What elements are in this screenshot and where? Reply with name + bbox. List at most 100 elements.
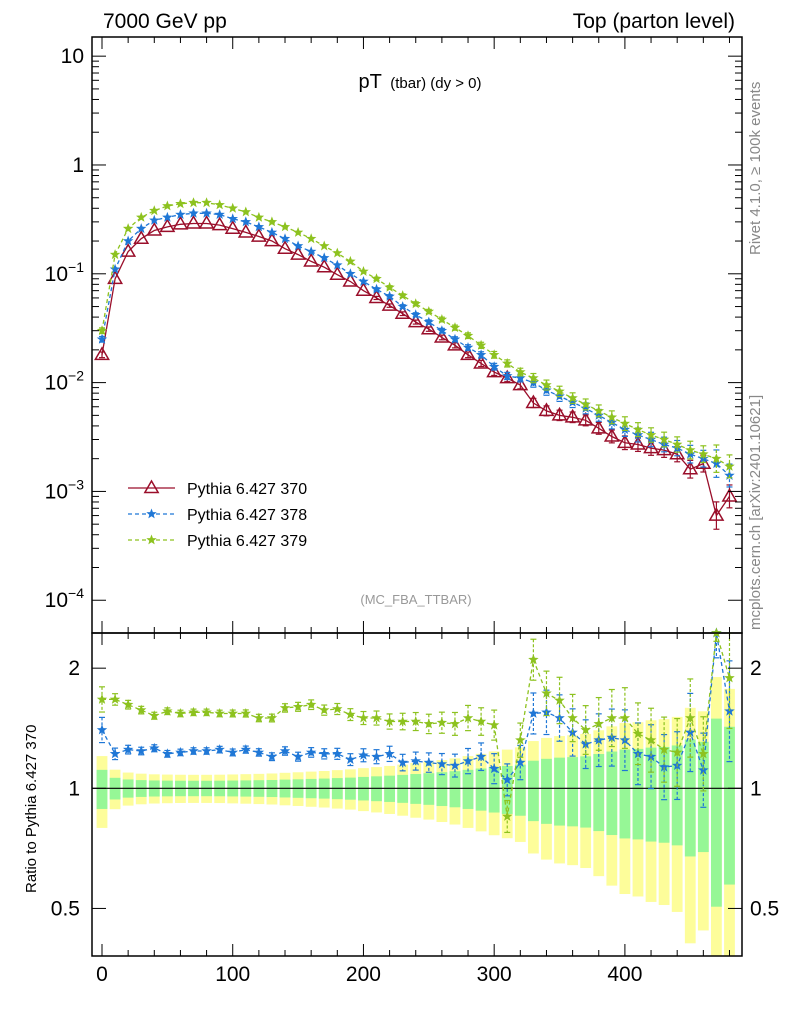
ratio-s1-point [580,738,591,749]
main-s2-point [319,240,330,251]
ratio-s1-point [292,751,304,762]
ratio-s1-point [201,745,212,756]
ratio-band-inner [423,773,435,805]
main-s1-point [319,252,330,263]
ratio-s2-point [292,701,304,712]
ratio-s1-point [319,748,330,759]
main-s2-point [122,223,134,234]
ratio-s1-point [488,763,500,774]
ratio-s2-point [214,708,225,718]
main-s0-point [721,487,738,502]
main-s0-point [394,305,411,319]
ratio-s1-point [214,744,225,755]
ratio-band-inner [724,726,735,885]
main-s1-point [423,316,434,327]
legend-label: Pythia 6.427 370 [187,481,307,498]
main-s2-point [96,325,108,336]
ratio-s1-point [371,751,382,762]
main-s2-point [253,211,265,222]
main-s0-point [643,439,659,454]
main-s1-point [410,309,421,320]
main-s1-point [488,361,500,372]
main-s1-point [711,458,722,469]
main-s2-point [397,290,408,301]
main-s0-point [407,313,424,328]
ratio-s2-point [384,716,395,726]
x-tick-label: 400 [607,963,642,986]
legend-marker [146,508,157,519]
main-s0-point [237,223,254,238]
ratio-s2-point [672,746,683,757]
main-s2-point [672,439,683,449]
ratio-s2-point [567,712,578,723]
main-s2-point [240,206,251,217]
main-s0-line [101,222,731,518]
ratio-s2-point [685,712,696,723]
ratio-s2-point [305,699,317,710]
ratio-s2-point [724,672,735,683]
ratio-s1-point [266,751,278,762]
main-s2-point [188,197,199,208]
main-s0-point [316,258,333,273]
ratio-s2-point [253,712,265,723]
main-s0-point [551,406,568,421]
main-s2-point [449,322,461,333]
ratio-band-inner [527,760,539,822]
ratio-s2-point [475,716,487,726]
main-s1-point [580,402,591,413]
ratio-band-inner [711,718,722,907]
ratio-s2-point [332,703,343,714]
main-s2-point [345,255,356,266]
main-s0-point [211,216,228,231]
main-s0-point [447,336,463,351]
main-s1-point [567,396,578,407]
main-s1-point [266,226,278,237]
main-s0-point [368,289,385,304]
legend: Pythia 6.427 370 Pythia 6.427 378 Pythia 6… [128,479,307,550]
main-s1-point [253,221,265,232]
main-s2-point [554,385,565,396]
main-s0-point [512,376,529,391]
main-s2-point [685,444,696,455]
main-s2-point [658,434,670,444]
ratio-panel: 0 100 200 300 400 2 2 1 1 0.5 0.5 [51,37,779,986]
main-s2-point [109,249,121,260]
main-s2-point [711,453,722,464]
ratio-s2-point [345,709,356,719]
main-s1-series [96,207,735,488]
ratio-band-inner [619,749,631,839]
ratio-s2-point [593,718,604,729]
main-s2-point [410,298,421,309]
main-s0-point [355,282,372,296]
ratio-s2-point [632,728,644,739]
ratio-s2-point [358,712,369,723]
main-s0-point [433,328,450,343]
ratio-s2-point [658,744,670,755]
main-s1-point [515,372,526,383]
ratio-s2-point [502,811,513,821]
main-s2-point [136,211,147,222]
main-s0-point [290,246,307,260]
ratio-s1-point [345,754,356,765]
ratio-s2-point [371,712,382,723]
ratio-band-inner [96,769,108,809]
main-s1-point [188,207,199,218]
ratio-s2-point [580,724,591,735]
main-s0-point [277,240,293,255]
legend-marker [143,479,160,494]
ratio-band-inner [436,772,448,807]
main-s2-point [502,357,513,368]
main-s1-point [332,259,343,270]
main-s2-point [149,205,160,216]
main-s0-point [146,221,163,236]
ratio-s2-point [528,654,539,665]
ratio-y-tick-label-right: 0.5 [750,897,779,920]
main-s0-series [94,214,738,530]
plot-title-sub: (tbar) (dy > 0) [390,75,481,92]
main-s0-point [656,441,673,456]
ratio-s1-point [109,748,121,759]
ratio-frame [91,632,743,957]
ratio-s2-point [423,718,434,729]
ratio-s1-point [397,757,408,767]
